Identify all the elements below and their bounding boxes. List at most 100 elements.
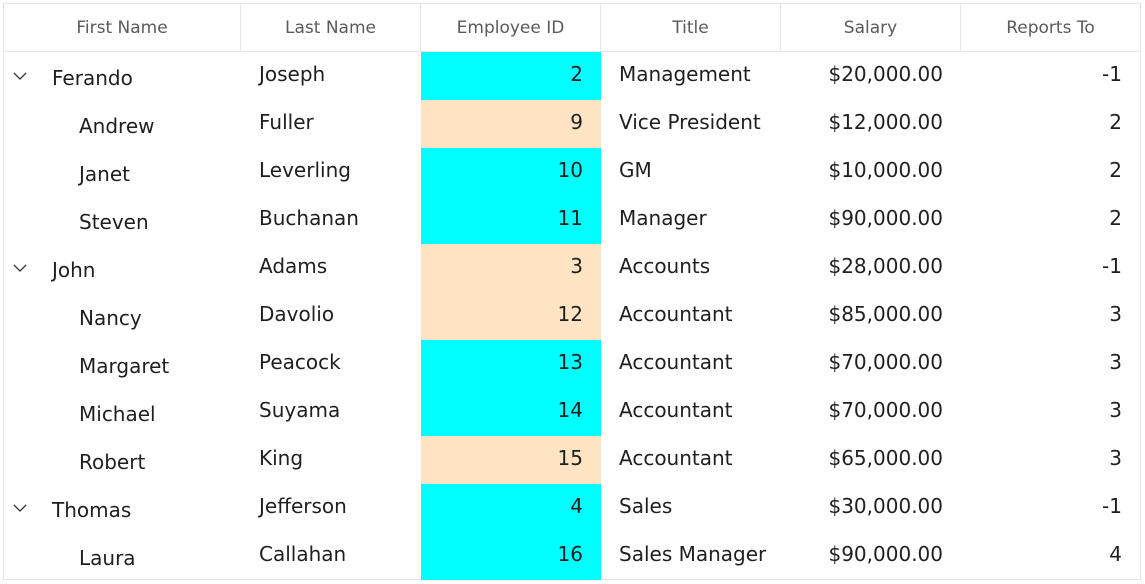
table-row[interactable]: Michael Suyama 14 Accountant $70,000.00 3 — [4, 388, 1140, 436]
cell-first-name[interactable]: Janet — [4, 148, 241, 196]
cell-title[interactable]: Accounts — [601, 244, 781, 292]
table-row[interactable]: Ferando Joseph 2 Management $20,000.00 -1 — [4, 52, 1140, 100]
cell-employee-id[interactable]: 10 — [421, 148, 601, 196]
cell-last-name[interactable]: Adams — [241, 244, 421, 292]
cell-reports-to[interactable]: 3 — [961, 340, 1140, 388]
cell-reports-to[interactable]: 2 — [961, 100, 1140, 148]
cell-last-name[interactable]: Davolio — [241, 292, 421, 340]
title-text: Accounts — [619, 254, 711, 278]
reports-to-text: 3 — [1109, 398, 1122, 422]
title-text: Sales Manager — [619, 542, 767, 566]
cell-employee-id[interactable]: 2 — [421, 52, 601, 100]
cell-title[interactable]: Vice President — [601, 100, 781, 148]
table-row[interactable]: Robert King 15 Accountant $65,000.00 3 — [4, 436, 1140, 484]
cell-employee-id[interactable]: 11 — [421, 196, 601, 244]
cell-first-name[interactable]: Laura — [4, 532, 241, 580]
cell-salary[interactable]: $65,000.00 — [781, 436, 961, 484]
cell-reports-to[interactable]: 3 — [961, 388, 1140, 436]
cell-salary[interactable]: $90,000.00 — [781, 196, 961, 244]
cell-salary[interactable]: $90,000.00 — [781, 532, 961, 580]
cell-last-name[interactable]: Peacock — [241, 340, 421, 388]
first-name-text: Robert — [79, 450, 146, 474]
cell-title[interactable]: Sales Manager — [601, 532, 781, 580]
cell-reports-to[interactable]: 4 — [961, 532, 1140, 580]
cell-title[interactable]: Accountant — [601, 292, 781, 340]
cell-first-name[interactable]: Thomas — [4, 484, 241, 532]
cell-title[interactable]: Management — [601, 52, 781, 100]
cell-reports-to[interactable]: -1 — [961, 484, 1140, 532]
cell-title[interactable]: Sales — [601, 484, 781, 532]
cell-employee-id[interactable]: 13 — [421, 340, 601, 388]
table-row[interactable]: Steven Buchanan 11 Manager $90,000.00 2 — [4, 196, 1140, 244]
reports-to-text: 3 — [1109, 350, 1122, 374]
cell-employee-id[interactable]: 12 — [421, 292, 601, 340]
cell-employee-id[interactable]: 15 — [421, 436, 601, 484]
cell-employee-id[interactable]: 3 — [421, 244, 601, 292]
cell-last-name[interactable]: Jefferson — [241, 484, 421, 532]
cell-salary[interactable]: $10,000.00 — [781, 148, 961, 196]
cell-salary[interactable]: $70,000.00 — [781, 340, 961, 388]
cell-last-name[interactable]: King — [241, 436, 421, 484]
table-row[interactable]: John Adams 3 Accounts $28,000.00 -1 — [4, 244, 1140, 292]
cell-first-name[interactable]: Robert — [4, 436, 241, 484]
cell-reports-to[interactable]: 3 — [961, 436, 1140, 484]
chevron-down-icon[interactable] — [12, 68, 28, 84]
cell-first-name[interactable]: Nancy — [4, 292, 241, 340]
cell-salary[interactable]: $85,000.00 — [781, 292, 961, 340]
table-row[interactable]: Janet Leverling 10 GM $10,000.00 2 — [4, 148, 1140, 196]
table-row[interactable]: Margaret Peacock 13 Accountant $70,000.00 3 — [4, 340, 1140, 388]
chevron-down-icon[interactable] — [12, 500, 28, 516]
cell-reports-to[interactable]: 2 — [961, 148, 1140, 196]
cell-salary[interactable]: $20,000.00 — [781, 52, 961, 100]
column-header-reports-to[interactable]: Reports To — [1006, 17, 1095, 38]
last-name-text: Adams — [259, 254, 328, 278]
cell-last-name[interactable]: Buchanan — [241, 196, 421, 244]
cell-last-name[interactable]: Joseph — [241, 52, 421, 100]
cell-employee-id[interactable]: 9 — [421, 100, 601, 148]
cell-reports-to[interactable]: -1 — [961, 244, 1140, 292]
first-name-text: Michael — [79, 402, 156, 426]
cell-first-name[interactable]: Andrew — [4, 100, 241, 148]
cell-salary[interactable]: $12,000.00 — [781, 100, 961, 148]
employee-id-text: 11 — [557, 206, 583, 230]
cell-reports-to[interactable]: -1 — [961, 52, 1140, 100]
table-row[interactable]: Nancy Davolio 12 Accountant $85,000.00 3 — [4, 292, 1140, 340]
column-header-title[interactable]: Title — [601, 4, 781, 51]
cell-employee-id[interactable]: 4 — [421, 484, 601, 532]
title-text: GM — [619, 158, 652, 182]
column-header-last-name[interactable]: Last Name — [241, 4, 421, 51]
column-header-first-name[interactable]: First Name — [4, 4, 241, 51]
salary-text: $65,000.00 — [828, 446, 943, 470]
cell-first-name[interactable]: John — [4, 244, 241, 292]
cell-first-name[interactable]: Steven — [4, 196, 241, 244]
cell-first-name[interactable]: Margaret — [4, 340, 241, 388]
cell-reports-to[interactable]: 2 — [961, 196, 1140, 244]
cell-salary[interactable]: $30,000.00 — [781, 484, 961, 532]
first-name-text: Janet — [79, 162, 130, 186]
cell-last-name[interactable]: Suyama — [241, 388, 421, 436]
table-row[interactable]: Thomas Jefferson 4 Sales $30,000.00 -1 — [4, 484, 1140, 532]
salary-text: $70,000.00 — [828, 398, 943, 422]
cell-reports-to[interactable]: 3 — [961, 292, 1140, 340]
column-header-salary[interactable]: Salary — [781, 4, 961, 51]
cell-employee-id[interactable]: 16 — [421, 532, 601, 580]
table-row[interactable]: Laura Callahan 16 Sales Manager $90,000.00 4 — [4, 532, 1140, 580]
column-header-employee-id[interactable]: Employee ID — [421, 4, 601, 51]
cell-salary[interactable]: $28,000.00 — [781, 244, 961, 292]
cell-employee-id[interactable]: 14 — [421, 388, 601, 436]
cell-title[interactable]: Accountant — [601, 436, 781, 484]
table-row[interactable]: Andrew Fuller 9 Vice President $12,000.00 2 — [4, 100, 1140, 148]
cell-last-name[interactable]: Leverling — [241, 148, 421, 196]
cell-first-name[interactable]: Ferando — [4, 52, 241, 100]
cell-last-name[interactable]: Fuller — [241, 100, 421, 148]
grid-body: Ferando Joseph 2 Management $20,000.00 -1 Andr… — [4, 52, 1140, 580]
cell-last-name[interactable]: Callahan — [241, 532, 421, 580]
cell-title[interactable]: Accountant — [601, 388, 781, 436]
cell-title[interactable]: Manager — [601, 196, 781, 244]
cell-first-name[interactable]: Michael — [4, 388, 241, 436]
cell-title[interactable]: GM — [601, 148, 781, 196]
cell-salary[interactable]: $70,000.00 — [781, 388, 961, 436]
first-name-text: Margaret — [79, 354, 170, 378]
cell-title[interactable]: Accountant — [601, 340, 781, 388]
chevron-down-icon[interactable] — [12, 260, 28, 276]
